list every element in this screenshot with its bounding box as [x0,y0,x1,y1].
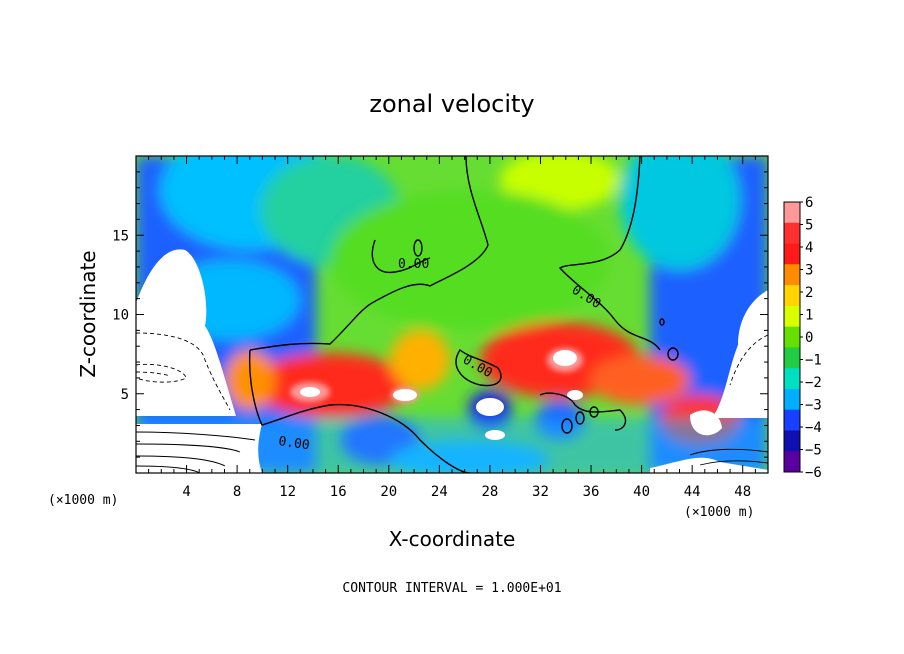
colorbar-tick-label: 1 [805,308,813,324]
x-tick-label: 36 [583,484,600,500]
colorbar-swatch [784,388,800,411]
colorbar-swatch [784,305,800,328]
x-axis-label: X-coordinate [389,527,516,551]
colorbar-swatch [784,285,800,307]
x-tick-label: 12 [279,484,296,500]
colorbar-tick-label: 6 [805,195,813,211]
x-unit-left: (×1000 m) [48,493,118,508]
colorbar-swatch [784,264,800,286]
colorbar-tick-label: −4 [805,420,822,436]
x-tick-label: 20 [380,484,397,500]
colorbar-swatch [784,368,800,390]
colorbar-tick-label: −5 [805,443,822,459]
x-tick-label: 32 [532,484,549,500]
x-tick-label: 40 [633,484,650,500]
x-tick-label: 44 [684,484,701,500]
colorbar-swatch [784,451,800,473]
y-axis-label: Z-coordinate [76,250,100,377]
contour-interval-note: CONTOUR INTERVAL = 1.000E+01 [342,581,561,596]
x-tick-label: 24 [431,484,448,500]
x-unit-right: (×1000 m) [684,505,754,520]
x-tick-label: 48 [734,484,751,500]
colorbar-swatch [784,430,800,452]
colorbar-tick-label: 2 [805,285,813,301]
x-tick-label: 16 [330,484,347,500]
colorbar: 6 5 4 3 2 1 0 −1 −2 −3 −4 −5 −6 [783,195,822,481]
x-tick-label: 8 [233,484,241,500]
colorbar-swatch [784,326,800,348]
colorbar-tick-label: −6 [805,465,822,481]
contour-label: 0.00 [398,257,429,272]
x-tick-label: 4 [182,484,190,500]
contour-label: 0.00 [277,434,310,453]
colorbar-swatch [784,243,800,265]
colorbar-tick-label: 3 [805,263,813,279]
y-tick-label: 5 [121,387,129,403]
velocity-field [136,156,768,473]
colorbar-swatch [784,347,800,369]
x-axis: 4 8 12 16 20 24 28 32 36 40 44 48 [148,156,756,500]
colorbar-tick-label: 4 [805,240,813,256]
y-tick-label: 15 [112,228,129,244]
colorbar-tick-label: 5 [805,218,813,234]
y-axis: 5 10 15 [112,171,768,458]
colorbar-tick-label: −2 [805,375,822,391]
colorbar-swatch [784,222,800,245]
colorbar-swatch [784,409,800,431]
x-tick-label: 28 [481,484,498,500]
colorbar-tick-label: −3 [805,398,822,414]
y-tick-label: 10 [112,308,129,324]
chart-title: zonal velocity [369,90,534,118]
colorbar-swatch [784,202,800,224]
colorbar-tick-label: 0 [805,330,813,346]
colorbar-tick-label: −1 [805,353,822,369]
